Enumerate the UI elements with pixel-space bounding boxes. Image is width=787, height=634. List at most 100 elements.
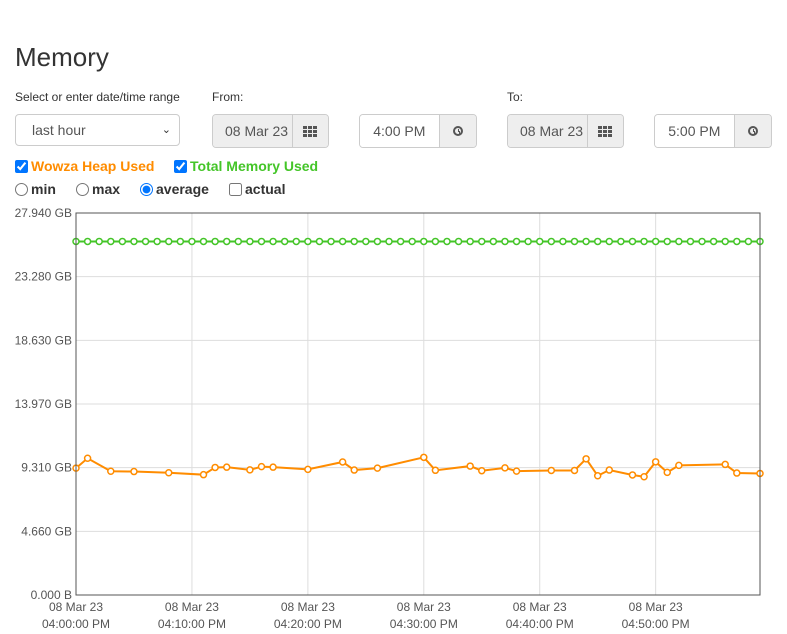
data-point	[153, 237, 161, 246]
data-point	[269, 463, 277, 471]
x-tick-date-label: 08 Mar 23	[397, 600, 451, 614]
y-tick-label: 9.310 GB	[21, 461, 72, 475]
data-point	[164, 469, 173, 477]
to-clock-button[interactable]	[733, 115, 771, 147]
range-select[interactable]: last hour ⌄	[15, 114, 180, 146]
from-time-input[interactable]: 4:00 PM	[360, 115, 439, 147]
data-point	[107, 467, 115, 476]
from-calendar-button[interactable]	[291, 115, 328, 147]
y-tick-label: 0.000 B	[31, 588, 72, 602]
data-point	[466, 237, 474, 246]
y-tick-label: 13.970 GB	[15, 397, 72, 411]
range-select-value: last hour	[32, 122, 86, 138]
data-point	[501, 237, 509, 246]
data-point	[315, 237, 324, 246]
data-point	[188, 237, 196, 246]
data-point	[396, 237, 405, 246]
data-point	[651, 458, 660, 466]
to-time-input[interactable]: 5:00 PM	[655, 115, 734, 147]
data-point	[431, 466, 440, 475]
data-point	[211, 463, 219, 472]
data-point	[118, 237, 127, 246]
data-point	[570, 466, 579, 475]
data-point	[95, 237, 103, 246]
x-axis-ticks: 08 Mar 23 04:00:00 PM 08 Mar 23 04:10:00 PM…	[42, 600, 690, 631]
data-point	[512, 467, 521, 475]
data-point	[605, 466, 614, 474]
x-tick-date-label: 08 Mar 23	[629, 600, 683, 614]
data-point	[733, 237, 741, 246]
data-point	[222, 463, 231, 471]
data-point	[246, 237, 254, 246]
data-point	[651, 237, 660, 246]
data-point	[617, 237, 625, 246]
x-tick-date-label: 08 Mar 23	[49, 600, 103, 614]
data-point	[350, 237, 358, 246]
x-tick-date-label: 08 Mar 23	[165, 600, 219, 614]
agg-checkbox-actual[interactable]	[229, 182, 242, 196]
agg-option-average[interactable]: average	[140, 181, 209, 197]
agg-option-actual[interactable]: actual	[229, 181, 285, 197]
agg-label-max: max	[92, 181, 121, 197]
data-point	[199, 237, 208, 246]
from-date-input[interactable]: 08 Mar 23	[213, 115, 292, 147]
data-point	[593, 237, 602, 246]
data-point	[640, 237, 648, 246]
y-tick-label: 4.660 GB	[21, 524, 72, 538]
to-date-input[interactable]: 08 Mar 23	[508, 115, 587, 147]
data-point	[141, 237, 150, 246]
data-point	[466, 462, 474, 470]
data-point	[211, 237, 219, 246]
data-point	[373, 464, 382, 472]
data-point	[420, 237, 428, 246]
data-point	[164, 237, 173, 246]
data-point	[420, 453, 428, 462]
total-checkbox[interactable]	[174, 159, 187, 173]
data-point	[628, 471, 637, 479]
to-time-picker[interactable]: 5:00 PM	[654, 114, 772, 148]
data-point	[524, 237, 532, 246]
to-label: To:	[507, 90, 524, 104]
data-point	[362, 237, 370, 246]
total-toggle[interactable]: Total Memory Used	[174, 158, 318, 174]
range-label: Select or enter date/time range	[15, 90, 180, 104]
data-point	[489, 237, 498, 246]
series-line	[75, 456, 761, 478]
data-point	[709, 237, 718, 246]
x-tick-time-label: 04:00:00 PM	[42, 617, 110, 631]
agg-option-max[interactable]: max	[76, 181, 120, 197]
from-clock-button[interactable]	[438, 115, 476, 147]
heap-toggle[interactable]: Wowza Heap Used	[15, 158, 154, 174]
y-tick-label: 18.630 GB	[15, 333, 72, 347]
x-tick-time-label: 04:10:00 PM	[158, 617, 226, 631]
agg-option-min[interactable]: min	[15, 181, 56, 197]
data-point	[385, 237, 393, 246]
total-toggle-label: Total Memory Used	[190, 158, 319, 174]
data-point	[327, 237, 335, 246]
agg-radio-min[interactable]	[15, 182, 28, 196]
agg-radio-max[interactable]	[76, 182, 89, 196]
data-point	[535, 237, 544, 246]
plot-frame	[75, 212, 761, 596]
x-tick-date-label: 08 Mar 23	[513, 600, 567, 614]
data-point	[199, 470, 208, 479]
clock-icon	[452, 126, 463, 136]
data-point	[304, 465, 312, 474]
agg-label-min: min	[31, 181, 56, 197]
data-point	[593, 472, 602, 480]
data-point	[559, 237, 567, 246]
data-point	[744, 237, 753, 246]
data-point	[605, 237, 614, 246]
data-point	[721, 237, 729, 246]
to-calendar-button[interactable]	[586, 115, 623, 147]
heap-checkbox[interactable]	[15, 159, 28, 173]
from-date-picker[interactable]: 08 Mar 23	[212, 114, 329, 148]
data-point	[130, 237, 138, 246]
data-point	[663, 468, 672, 477]
data-point	[547, 237, 556, 246]
to-date-picker[interactable]: 08 Mar 23	[507, 114, 624, 148]
x-tick-date-label: 08 Mar 23	[281, 600, 335, 614]
from-time-picker[interactable]: 4:00 PM	[359, 114, 477, 148]
data-point	[675, 237, 683, 246]
agg-radio-average[interactable]	[140, 182, 153, 196]
